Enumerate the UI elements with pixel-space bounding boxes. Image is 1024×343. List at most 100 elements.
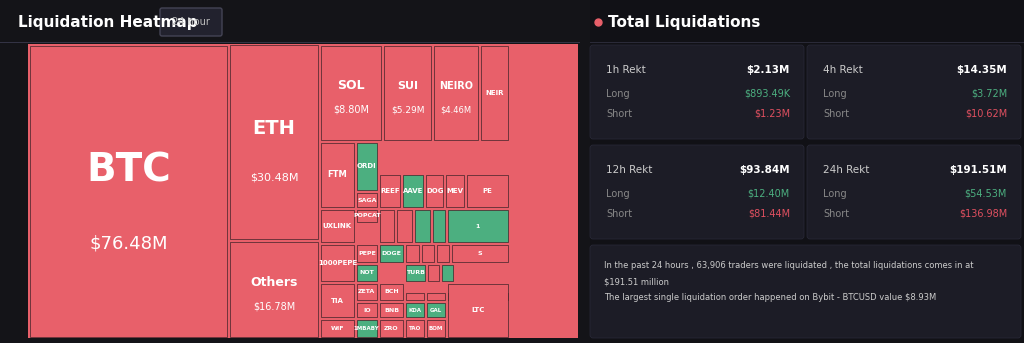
Bar bbox=[433, 210, 445, 243]
FancyBboxPatch shape bbox=[590, 45, 804, 139]
Text: LTC: LTC bbox=[471, 307, 484, 313]
Text: $2.13M: $2.13M bbox=[746, 65, 790, 75]
Bar bbox=[356, 264, 377, 281]
Bar bbox=[321, 284, 353, 317]
Text: 24 hour: 24 hour bbox=[172, 17, 210, 27]
FancyBboxPatch shape bbox=[590, 245, 1021, 338]
FancyBboxPatch shape bbox=[807, 145, 1021, 239]
Bar bbox=[427, 303, 445, 317]
Text: NEIRO: NEIRO bbox=[438, 81, 473, 91]
Bar bbox=[467, 175, 508, 207]
Bar bbox=[434, 46, 477, 140]
Text: REEF: REEF bbox=[380, 188, 399, 194]
Bar bbox=[230, 243, 318, 336]
Bar bbox=[428, 264, 439, 281]
Text: Long: Long bbox=[823, 89, 847, 99]
Text: $12.40M: $12.40M bbox=[748, 189, 790, 199]
Bar bbox=[356, 193, 377, 207]
Bar bbox=[403, 175, 423, 207]
Text: 4h Rekt: 4h Rekt bbox=[823, 65, 863, 75]
Bar bbox=[426, 175, 443, 207]
Text: 12h Rekt: 12h Rekt bbox=[606, 165, 652, 175]
Bar bbox=[449, 284, 508, 336]
Text: BOM: BOM bbox=[429, 326, 443, 331]
Text: Liquidation Heatmap: Liquidation Heatmap bbox=[18, 14, 198, 29]
Text: 1000PEPE: 1000PEPE bbox=[317, 260, 357, 266]
Bar bbox=[397, 210, 412, 243]
Bar bbox=[442, 264, 453, 281]
Text: $76.48M: $76.48M bbox=[89, 235, 168, 253]
Bar bbox=[356, 143, 377, 190]
Text: Short: Short bbox=[606, 209, 632, 219]
Text: $1.23M: $1.23M bbox=[754, 109, 790, 119]
Text: Long: Long bbox=[606, 189, 630, 199]
Bar bbox=[230, 46, 318, 239]
Text: $14.35M: $14.35M bbox=[956, 65, 1007, 75]
Bar bbox=[407, 320, 424, 336]
FancyBboxPatch shape bbox=[160, 8, 222, 36]
Bar bbox=[321, 246, 353, 281]
Bar bbox=[356, 303, 377, 317]
Text: BCH: BCH bbox=[384, 289, 399, 294]
Text: GAL: GAL bbox=[430, 308, 442, 312]
Text: DOGE: DOGE bbox=[382, 251, 401, 256]
Bar bbox=[407, 264, 425, 281]
Bar bbox=[590, 0, 1024, 343]
Text: Short: Short bbox=[606, 109, 632, 119]
Text: Long: Long bbox=[823, 189, 847, 199]
Bar bbox=[321, 46, 381, 140]
Text: DOG: DOG bbox=[426, 188, 443, 194]
Bar bbox=[427, 293, 445, 300]
Text: WIF: WIF bbox=[331, 326, 344, 331]
Text: SOL: SOL bbox=[337, 79, 365, 92]
Text: $136.98M: $136.98M bbox=[958, 209, 1007, 219]
Bar bbox=[446, 175, 464, 207]
Text: 1h Rekt: 1h Rekt bbox=[606, 65, 646, 75]
Text: PE: PE bbox=[482, 188, 493, 194]
Text: KDA: KDA bbox=[409, 308, 422, 312]
Text: $8.80M: $8.80M bbox=[333, 105, 369, 115]
Text: NOT: NOT bbox=[359, 270, 374, 275]
Bar bbox=[321, 210, 353, 243]
Text: ZRO: ZRO bbox=[384, 326, 399, 331]
Text: TIA: TIA bbox=[331, 297, 344, 304]
Text: PEPE: PEPE bbox=[358, 251, 376, 256]
Text: BNB: BNB bbox=[384, 308, 399, 312]
Text: TAO: TAO bbox=[409, 326, 421, 331]
Bar bbox=[30, 46, 227, 336]
Bar bbox=[407, 293, 424, 300]
Text: The largest single liquidation order happened on Bybit - BTCUSD value $8.93M: The largest single liquidation order hap… bbox=[604, 294, 936, 303]
Bar bbox=[380, 246, 403, 261]
Text: AAVE: AAVE bbox=[402, 188, 423, 194]
Bar bbox=[384, 46, 431, 140]
Bar bbox=[0, 42, 580, 43]
Text: SAGA: SAGA bbox=[357, 198, 377, 203]
Text: $54.53M: $54.53M bbox=[965, 189, 1007, 199]
Bar bbox=[356, 284, 377, 300]
Text: FTM: FTM bbox=[328, 170, 347, 179]
Bar bbox=[356, 246, 377, 261]
Text: $16.78M: $16.78M bbox=[253, 302, 295, 312]
Bar bbox=[356, 320, 377, 336]
Text: S: S bbox=[478, 251, 482, 256]
Bar bbox=[480, 46, 508, 140]
Bar bbox=[0, 0, 1024, 42]
Text: $3.72M: $3.72M bbox=[971, 89, 1007, 99]
Text: MEV: MEV bbox=[446, 188, 464, 194]
Text: ZETA: ZETA bbox=[358, 289, 376, 294]
Text: $30.48M: $30.48M bbox=[250, 173, 298, 183]
Text: ETH: ETH bbox=[253, 119, 296, 138]
Bar bbox=[449, 210, 508, 243]
Text: TURB: TURB bbox=[407, 270, 425, 275]
Text: Others: Others bbox=[251, 276, 298, 289]
Bar bbox=[380, 320, 403, 336]
Bar bbox=[427, 320, 445, 336]
Bar bbox=[321, 143, 353, 207]
Text: ORDI: ORDI bbox=[357, 164, 377, 169]
Text: $81.44M: $81.44M bbox=[748, 209, 790, 219]
Bar bbox=[380, 303, 403, 317]
Text: $893.49K: $893.49K bbox=[743, 89, 790, 99]
Bar bbox=[380, 210, 394, 243]
Text: In the past 24 hours , 63,906 traders were liquidated , the total liquidations c: In the past 24 hours , 63,906 traders we… bbox=[604, 261, 974, 271]
Text: 1: 1 bbox=[476, 224, 480, 229]
